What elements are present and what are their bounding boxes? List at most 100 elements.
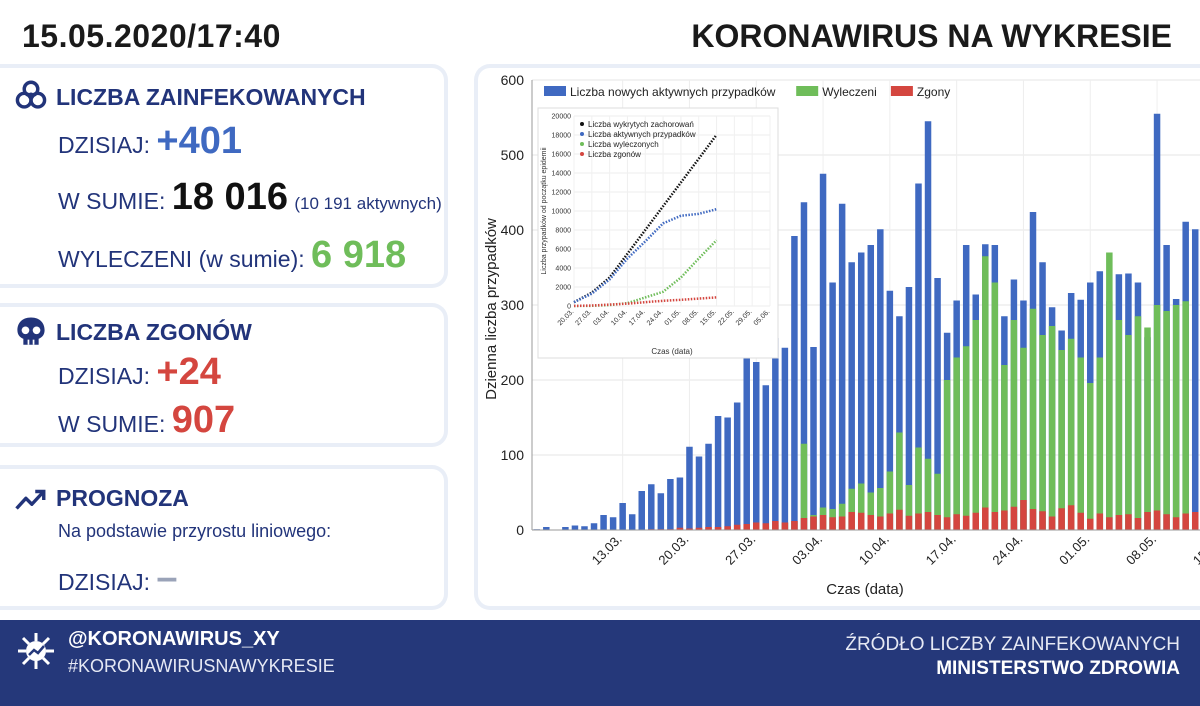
y-tick-label: 400	[501, 222, 525, 238]
bar-active	[800, 202, 808, 530]
infected-today-value: +401	[156, 120, 242, 162]
y-tick-label: 300	[501, 297, 525, 313]
recovered-label: WYLECZENI (w sumie):	[58, 246, 305, 272]
virus-icon	[18, 633, 54, 669]
bar-active	[886, 290, 894, 530]
infected-title: LICZBA ZAINFEKOWANYCH	[56, 84, 366, 110]
bar-deaths	[705, 527, 712, 530]
x-axis-label: Czas (data)	[826, 581, 904, 598]
inset-legend-marker	[580, 142, 584, 146]
bar-active	[705, 443, 712, 530]
bar-active	[934, 278, 941, 530]
bar-deaths	[962, 515, 970, 530]
bar-recovered	[1087, 383, 1094, 530]
bar-active	[905, 287, 913, 530]
source-label: ŹRÓDŁO LICZBY ZAINFEKOWANYCH	[845, 634, 1180, 655]
bar-active	[619, 503, 626, 530]
bar-recovered	[1153, 305, 1161, 530]
bar-recovered	[1010, 320, 1018, 530]
bar-deaths	[1153, 510, 1161, 530]
deaths-total-label: W SUMIE:	[58, 411, 166, 437]
x-tick-label: 27.03.	[722, 532, 758, 568]
bar-deaths	[791, 521, 798, 530]
bar-recovered	[924, 458, 932, 530]
inset-y-tick-label: 8000	[555, 228, 571, 235]
bar-recovered	[1029, 308, 1037, 530]
bar-deaths	[896, 509, 903, 530]
bar-deaths	[695, 527, 703, 530]
bar-active	[896, 316, 903, 530]
bar-deaths	[733, 524, 741, 530]
bar-recovered	[1020, 347, 1027, 530]
bar-active	[781, 347, 789, 530]
inset-y-tick-label: 16000	[552, 152, 572, 159]
inset-y-axis-label: Liczba przypadków od początku epidemii	[541, 147, 548, 275]
trend-up-icon	[15, 489, 46, 510]
bar-deaths	[1010, 506, 1018, 530]
bar-deaths	[1077, 512, 1084, 530]
bar-active	[667, 479, 674, 530]
deaths-title: LICZBA ZGONÓW	[56, 319, 252, 345]
bar-active	[638, 491, 645, 530]
bar-active	[867, 245, 875, 530]
bar-deaths	[877, 516, 884, 530]
bar-deaths	[953, 514, 960, 530]
bar-active	[628, 514, 636, 530]
bar-recovered	[905, 485, 913, 530]
inset-legend-entry: Liczba aktywnych przypadków	[588, 130, 696, 139]
bar-active	[609, 517, 617, 530]
infected-total-label: W SUMIE:	[58, 188, 166, 214]
x-tick-label: 03.04.	[789, 532, 825, 568]
source-name: MINISTERSTWO ZDROWIA	[936, 658, 1180, 679]
bar-deaths	[1191, 512, 1199, 530]
bar-deaths	[753, 522, 760, 530]
y-tick-label: 600	[501, 72, 525, 88]
bar-deaths	[982, 507, 989, 530]
bar-deaths	[886, 513, 894, 530]
bar-deaths	[1087, 518, 1094, 530]
bar-active	[829, 282, 836, 530]
x-tick-label: 01.05.	[1056, 532, 1092, 568]
bar-deaths	[1144, 512, 1151, 530]
bar-active	[571, 525, 579, 530]
datetime: 15.05.2020/17:40	[22, 18, 281, 54]
bar-active	[924, 121, 932, 530]
infected-total-row: W SUMIE: 18 016 (10 191 aktywnych)	[58, 176, 442, 219]
bar-deaths	[781, 522, 789, 530]
inset-y-tick-label: 0	[567, 304, 571, 311]
deaths-total-value: 907	[171, 399, 236, 441]
inset-legend-marker	[580, 152, 584, 156]
x-tick-label: 17.04.	[923, 532, 959, 568]
bar-deaths	[1182, 513, 1189, 530]
y-tick-label: 100	[501, 447, 525, 463]
bar-deaths	[924, 512, 932, 530]
bar-deaths	[848, 512, 855, 530]
footer-handle: @KORONAWIRUS_XY	[68, 628, 280, 650]
bar-active	[648, 484, 655, 530]
bar-deaths	[915, 513, 922, 530]
bar-recovered	[934, 473, 941, 530]
inset-legend-marker	[580, 132, 584, 136]
bar-deaths	[800, 518, 808, 530]
bar-active	[857, 252, 865, 530]
inset-chart: 0 2000 4000 6000 8000 10000 12000 14000 16000 180…	[537, 107, 779, 359]
bar-deaths	[819, 515, 827, 530]
bar-recovered	[1067, 338, 1075, 530]
deaths-total-row: W SUMIE: 907	[58, 399, 235, 442]
bar-recovered	[1058, 350, 1065, 530]
bar-deaths	[1029, 509, 1037, 530]
y-tick-label: 500	[501, 147, 525, 163]
footer: @KORONAWIRUS_XY #KORONAWIRUSNAWYKRESIE Ź…	[0, 620, 1200, 706]
skull-icon	[17, 317, 45, 345]
inset-y-tick-label: 20000	[552, 114, 572, 121]
inset-frame	[537, 107, 779, 359]
bar-deaths	[1125, 514, 1132, 530]
recovered-value: 6 918	[311, 234, 407, 276]
inset-series-line	[573, 207, 717, 304]
infected-today-label: DZISIAJ:	[58, 132, 151, 158]
bar-deaths	[1106, 517, 1113, 530]
inset-legend-entry: Liczba zgonów	[588, 150, 641, 159]
x-tick-label: 15.05.	[1190, 532, 1200, 568]
bar-recovered	[896, 432, 903, 530]
forecast-today-value: –	[156, 557, 178, 599]
